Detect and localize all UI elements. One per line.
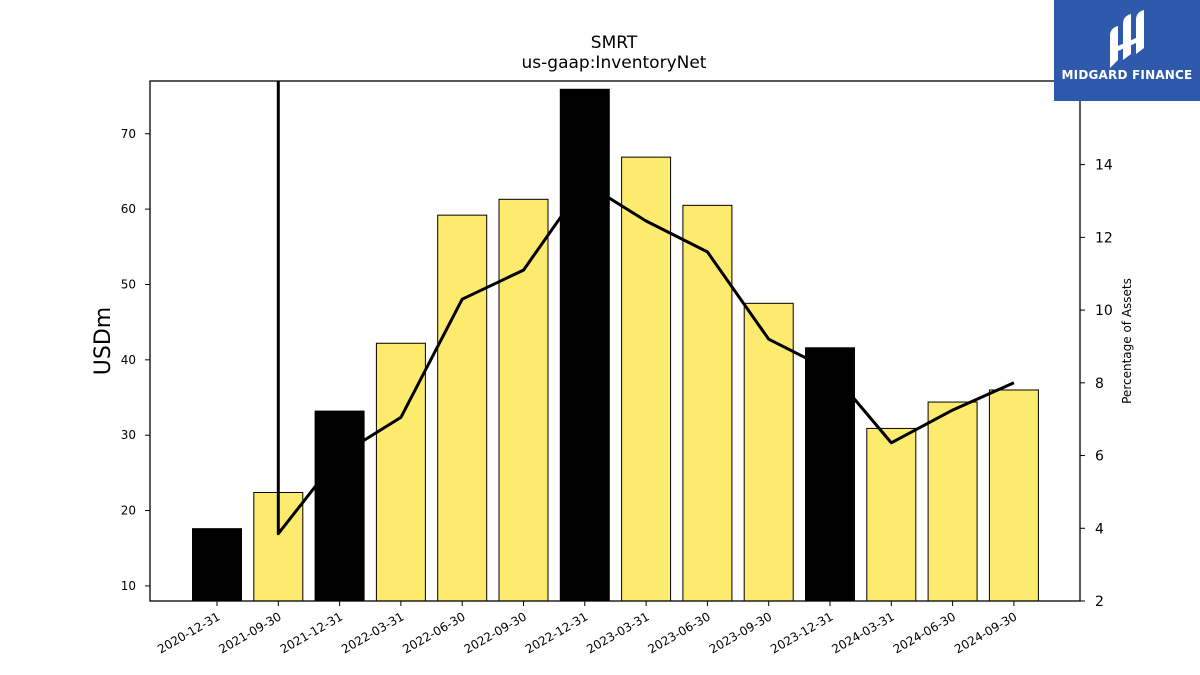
bar-2023-09-30 (743, 302, 794, 602)
x-tick-label: 2022-06-30 (400, 609, 467, 656)
y-tick-label: 70 (121, 127, 136, 141)
x-tick-label: 2022-09-30 (462, 609, 529, 656)
y-tick-label: 40 (121, 353, 136, 367)
y2-tick-label: 2 (1095, 594, 1104, 610)
y2-tick-label: 10 (1095, 303, 1113, 319)
bar-2022-12-31 (559, 88, 610, 602)
bar-2024-06-30 (927, 401, 978, 602)
midgard-logo-icon (1110, 10, 1144, 68)
x-tick-label: 2024-09-30 (952, 609, 1019, 656)
y-axis-label: USDm (91, 307, 116, 375)
bar-2023-12-31 (805, 347, 855, 602)
x-tick-label: 2023-06-30 (645, 609, 712, 656)
x-tick-label: 2024-06-30 (891, 609, 958, 656)
y2-axis: 2 4 6 8 10 12 14 (1080, 158, 1113, 610)
y-tick-label: 50 (121, 277, 136, 291)
logo-text: MIDGARD FINANCE (1061, 68, 1193, 82)
bar-2024-03-31 (866, 427, 917, 602)
y-axis: 10 20 30 40 50 60 70 (121, 127, 150, 593)
chart-title: SMRT (591, 33, 638, 53)
y2-tick-label: 4 (1095, 521, 1104, 537)
x-tick-label: 2023-09-30 (707, 609, 774, 656)
percentage-line (276, 81, 1015, 536)
line-layer (276, 81, 1015, 536)
bar-2020-12-31 (192, 528, 242, 602)
y-tick-label: 10 (121, 579, 136, 593)
bar-2022-09-30 (498, 198, 549, 602)
y-tick-label: 60 (121, 202, 136, 216)
y2-tick-label: 14 (1095, 158, 1113, 174)
bar-2023-03-31 (621, 156, 672, 602)
y2-tick-label: 8 (1095, 376, 1104, 392)
bar-2024-09-30 (988, 389, 1039, 602)
x-tick-label: 2022-03-31 (339, 609, 406, 656)
bar-2023-06-30 (682, 204, 733, 602)
x-tick-label: 2022-12-31 (523, 609, 590, 656)
x-tick-label: 2023-03-31 (584, 609, 651, 656)
x-tick-label: 2023-12-31 (768, 609, 835, 656)
plot-frame (149, 80, 1081, 602)
bar-2022-06-30 (437, 214, 488, 602)
x-tick-label: 2024-03-31 (829, 609, 896, 656)
x-tick-label: 2020-12-31 (155, 609, 222, 656)
x-axis: 2020-12-312021-09-302021-12-312022-03-31… (155, 601, 1019, 656)
bar-2021-12-31 (314, 410, 365, 602)
y2-axis-label: Percentage of Assets (1120, 278, 1134, 404)
bars-group (192, 88, 1039, 602)
chart-subtitle: us-gaap:InventoryNet (522, 53, 707, 73)
x-tick-label: 2021-09-30 (216, 609, 283, 656)
y-tick-label: 30 (121, 428, 136, 442)
y2-tick-label: 6 (1095, 449, 1104, 465)
y-tick-label: 20 (121, 504, 136, 518)
midgard-logo: MIDGARD FINANCE (1054, 0, 1200, 101)
y2-tick-label: 12 (1095, 230, 1113, 246)
x-tick-label: 2021-12-31 (278, 609, 345, 656)
